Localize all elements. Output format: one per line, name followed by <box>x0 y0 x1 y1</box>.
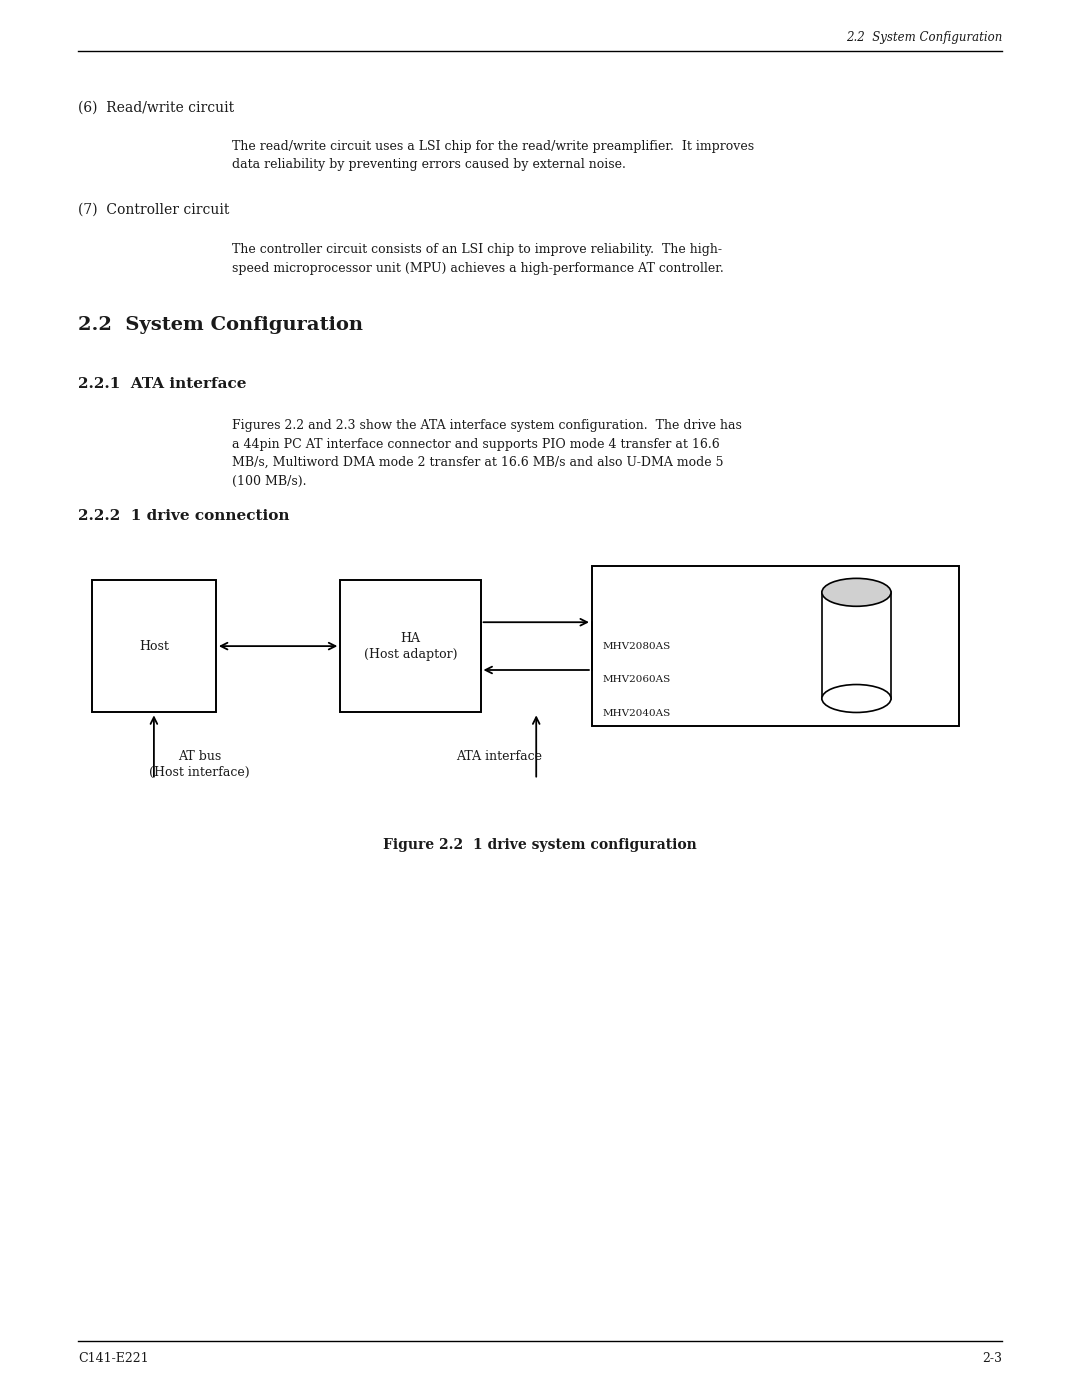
Text: 2-3: 2-3 <box>982 1352 1002 1365</box>
Text: ATA interface: ATA interface <box>456 750 542 763</box>
Text: Host: Host <box>139 640 168 652</box>
Text: The controller circuit consists of an LSI chip to improve reliability.  The high: The controller circuit consists of an LS… <box>232 243 724 275</box>
Text: HA
(Host adaptor): HA (Host adaptor) <box>364 631 457 661</box>
Bar <box>92 580 216 712</box>
Bar <box>340 580 481 712</box>
Text: MHV2080AS: MHV2080AS <box>603 641 671 651</box>
Text: Figure 2.2  1 drive system configuration: Figure 2.2 1 drive system configuration <box>383 838 697 852</box>
Text: C141-E221: C141-E221 <box>78 1352 148 1365</box>
Text: 2.2  System Configuration: 2.2 System Configuration <box>78 316 363 334</box>
Text: 2.2.1  ATA interface: 2.2.1 ATA interface <box>78 377 246 391</box>
Text: Figures 2.2 and 2.3 show the ATA interface system configuration.  The drive has
: Figures 2.2 and 2.3 show the ATA interfa… <box>232 419 742 488</box>
Bar <box>822 592 891 698</box>
Text: (7)  Controller circuit: (7) Controller circuit <box>78 203 229 217</box>
Text: AT bus
(Host interface): AT bus (Host interface) <box>149 750 251 780</box>
Bar <box>592 566 959 726</box>
Text: The read/write circuit uses a LSI chip for the read/write preamplifier.  It impr: The read/write circuit uses a LSI chip f… <box>232 140 754 172</box>
Text: MHV2060AS: MHV2060AS <box>603 675 671 685</box>
Text: (6)  Read/write circuit: (6) Read/write circuit <box>78 101 234 115</box>
Text: 2.2  System Configuration: 2.2 System Configuration <box>846 31 1002 45</box>
Text: 2.2.2  1 drive connection: 2.2.2 1 drive connection <box>78 509 289 522</box>
Text: MHV2040AS: MHV2040AS <box>603 708 671 718</box>
Ellipse shape <box>822 578 891 606</box>
Ellipse shape <box>822 685 891 712</box>
